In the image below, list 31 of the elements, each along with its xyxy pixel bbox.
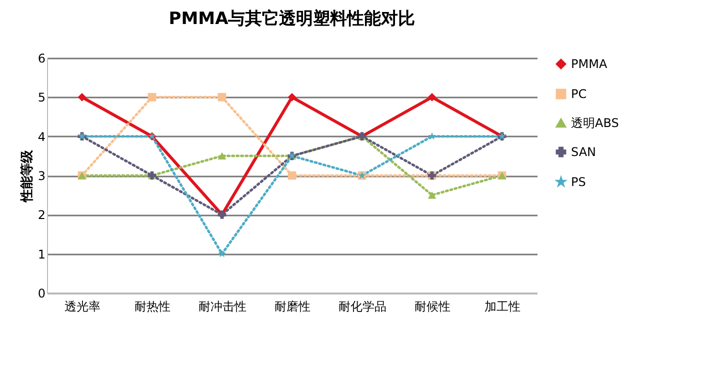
x-tick-label: 透光率: [64, 300, 100, 314]
point: [428, 191, 436, 199]
legend-label: PS: [571, 175, 586, 189]
y-tick-label: 1: [38, 247, 46, 262]
y-tick-label: 0: [38, 286, 46, 300]
y-tick-label: 3: [38, 169, 46, 183]
legend-label: PMMA: [571, 57, 608, 71]
x-tick-label: 耐冲击性: [198, 300, 246, 314]
y-tick-label: 2: [38, 208, 46, 222]
point: [218, 250, 226, 258]
point: [288, 92, 296, 102]
point: [148, 92, 156, 102]
point: [288, 171, 296, 180]
point: [428, 132, 436, 140]
x-tick-label: 耐候性: [414, 300, 450, 314]
x-tick-label: 加工性: [484, 300, 520, 314]
legend-label: 透明ABS: [571, 116, 619, 130]
y-tick-label: 6: [38, 52, 46, 66]
chart-title: PMMA与其它透明塑料性能对比: [168, 8, 416, 29]
x-tick-label: 耐热性: [134, 300, 170, 314]
y-axis-title: 性能等级: [18, 149, 35, 203]
legend-label: PC: [571, 87, 587, 101]
point: [218, 92, 226, 102]
legend-label: SAN: [571, 145, 596, 159]
y-tick-label: 4: [38, 130, 46, 144]
x-tick-label: 耐化学品: [338, 300, 386, 314]
x-tick-label: 耐磨性: [274, 300, 310, 314]
point: [78, 92, 86, 102]
y-tick-label: 5: [38, 90, 46, 105]
point: [428, 92, 436, 102]
point: [218, 152, 226, 160]
